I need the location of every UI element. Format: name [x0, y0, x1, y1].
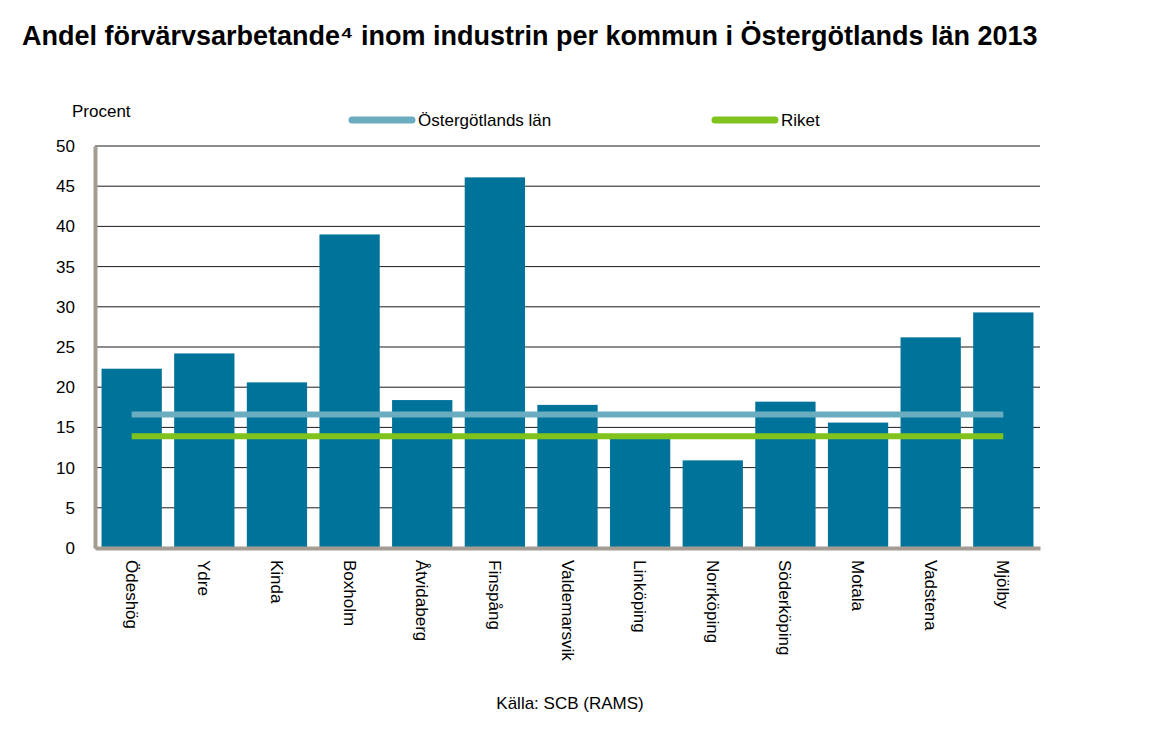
y-tick: 50 [56, 137, 75, 156]
bar [683, 460, 743, 548]
x-tick-label: Finspång [485, 560, 504, 630]
x-tick: Norrköping [703, 560, 722, 643]
y-tick: 15 [56, 418, 75, 437]
bar [828, 423, 888, 548]
legend-swatch [715, 117, 775, 124]
bar [973, 312, 1033, 548]
series-line [132, 412, 1004, 418]
y-tick-label: 0 [66, 539, 75, 558]
y-axis-title: Procent [72, 102, 131, 121]
y-tick-label: 30 [56, 298, 75, 317]
y-tick-label: 25 [56, 338, 75, 357]
x-tick: Valdemarsvik [558, 560, 577, 661]
x-tick: Finspång [485, 560, 504, 630]
x-tick-label: Linköping [630, 560, 649, 633]
y-tick: 45 [56, 177, 75, 196]
legend-swatch [352, 117, 412, 124]
legend: Östergötlands län Riket [352, 111, 820, 130]
bar [319, 234, 379, 548]
y-tick-label: 5 [66, 499, 75, 518]
y-axis-line [94, 147, 98, 549]
x-tick-label: Kinda [267, 560, 286, 604]
chart-svg: Andel förvärvsarbetande⁴ inom industrin … [0, 0, 1151, 734]
x-tick: Vadstena [921, 560, 940, 631]
plot-area [102, 177, 1034, 548]
y-tick: 20 [56, 378, 75, 397]
bar [610, 435, 670, 548]
x-tick: Söderköping [775, 560, 794, 655]
x-tick-label: Motala [848, 560, 867, 612]
bar [465, 177, 525, 548]
y-tick: 5 [66, 499, 75, 518]
legend-label: Östergötlands län [418, 111, 551, 130]
y-tick: 25 [56, 338, 75, 357]
legend-item: Riket [715, 111, 820, 130]
title-line: Andel förvärvsarbetande⁴ inom industrin … [22, 21, 1038, 51]
grid-line [95, 146, 1040, 147]
y-tick-label: 45 [56, 177, 75, 196]
grid-line [95, 387, 1040, 388]
grid-line [95, 266, 1040, 267]
bar [901, 337, 961, 548]
x-tick-label: Valdemarsvik [558, 560, 577, 661]
y-tick: 0 [66, 539, 75, 558]
y-tick: 35 [56, 258, 75, 277]
x-tick: Mjölby [993, 560, 1012, 610]
grid [95, 146, 1040, 548]
y-tick-label: 15 [56, 418, 75, 437]
bar [755, 402, 815, 548]
bar [392, 400, 452, 548]
bar [537, 405, 597, 548]
y-tick-label: 35 [56, 258, 75, 277]
x-tick: Boxholm [340, 560, 359, 626]
bar [174, 353, 234, 548]
x-tick-label: Ödeshög [122, 560, 141, 629]
x-tick-label: Mjölby [993, 560, 1012, 610]
x-tick-label: Åtvidaberg [412, 560, 431, 641]
x-tick-label: Boxholm [340, 560, 359, 626]
grid-line [95, 306, 1040, 307]
x-tick: Motala [848, 560, 867, 612]
y-tick: 40 [56, 217, 75, 236]
grid-line [95, 347, 1040, 348]
x-tick: Kinda [267, 560, 286, 604]
series-line [132, 433, 1004, 439]
y-tick-label: 10 [56, 459, 75, 478]
x-tick: Ödeshög [122, 560, 141, 629]
x-axis-line [96, 547, 1041, 551]
y-tick-label: 20 [56, 378, 75, 397]
x-tick-label: Norrköping [703, 560, 722, 643]
y-tick: 10 [56, 459, 75, 478]
legend-item: Östergötlands län [352, 111, 551, 130]
grid-line [95, 186, 1040, 187]
source: Källa: SCB (RAMS) [496, 694, 643, 713]
y-tick: 30 [56, 298, 75, 317]
grid-line [95, 226, 1040, 227]
y-tick-label: 40 [56, 217, 75, 236]
y-axis: 0 5 10 15 20 25 30 35 40 45 50 [56, 137, 95, 558]
x-tick-label: Vadstena [921, 560, 940, 631]
bar [102, 369, 162, 548]
x-axis: Ödeshög Ydre Kinda Boxholm Åtvidaberg Finspån… [96, 549, 1041, 662]
x-tick: Ydre [194, 560, 213, 596]
bar [247, 382, 307, 548]
title: Andel förvärvsarbetande⁴ inom industrin … [22, 21, 1038, 51]
grid-line [95, 548, 1040, 549]
x-tick-label: Ydre [194, 560, 213, 596]
x-tick-label: Söderköping [775, 560, 794, 655]
x-tick: Åtvidaberg [412, 560, 431, 641]
x-tick: Linköping [630, 560, 649, 633]
y-tick-label: 50 [56, 137, 75, 156]
legend-label: Riket [781, 111, 820, 130]
